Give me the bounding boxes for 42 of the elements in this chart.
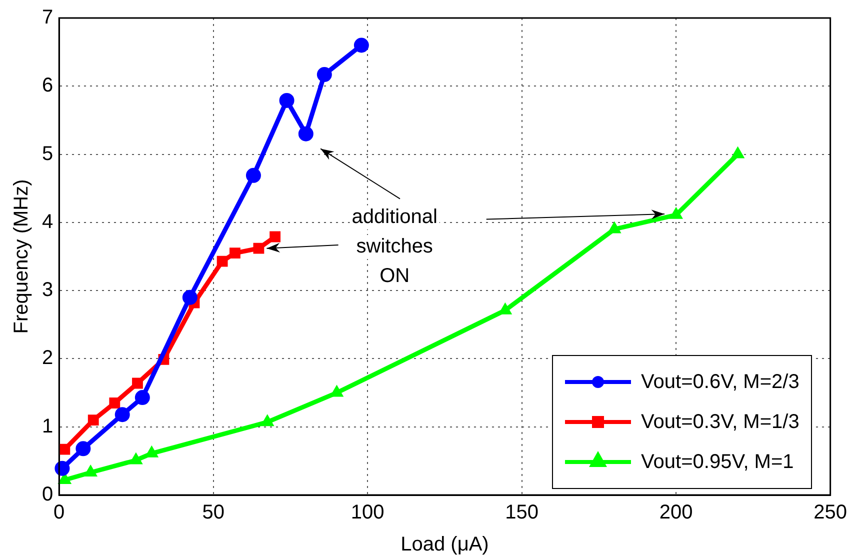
annotation: additional switches ON	[352, 206, 438, 288]
point	[76, 441, 91, 456]
x-axis-title: Load (μA)	[400, 534, 489, 556]
point	[253, 242, 264, 254]
point	[330, 385, 344, 397]
point	[132, 378, 143, 389]
point	[145, 446, 158, 458]
y-tick-label: 0	[42, 484, 54, 506]
x-tick-label: 150	[505, 502, 539, 524]
point	[216, 256, 228, 267]
legend-label: Vout=0.6V, M=2/3	[641, 370, 800, 394]
point	[498, 302, 512, 314]
point	[129, 452, 142, 464]
point	[84, 465, 98, 477]
point	[298, 126, 314, 142]
y-tick-label: 1	[42, 415, 54, 438]
y-tick-label: 4	[42, 210, 54, 233]
legend-label: Vout=0.3V, M=1/3	[641, 410, 800, 434]
point	[59, 444, 70, 455]
point	[114, 407, 130, 422]
y-tick-label: 6	[42, 74, 54, 97]
point	[88, 414, 99, 426]
legend-label: Vout=0.95V, M=1	[641, 450, 794, 474]
point	[260, 414, 274, 426]
x-tick-label: 50	[202, 502, 224, 524]
point	[134, 390, 150, 406]
point	[109, 398, 120, 408]
point	[230, 248, 240, 259]
point	[279, 92, 294, 108]
y-axis-title: Frequency (MHz)	[10, 179, 33, 334]
point	[270, 231, 281, 242]
y-tick-label: 7	[42, 6, 54, 29]
x-tick-label: 100	[350, 502, 384, 524]
y-tick-label: 2	[42, 347, 54, 370]
point	[246, 168, 261, 183]
point	[182, 290, 198, 305]
point	[316, 67, 332, 82]
y-tick-label: 5	[42, 142, 54, 165]
point	[354, 38, 369, 53]
x-tick-label: 250	[814, 502, 848, 524]
x-tick-label: 200	[659, 502, 693, 524]
y-tick-label: 3	[42, 279, 54, 302]
